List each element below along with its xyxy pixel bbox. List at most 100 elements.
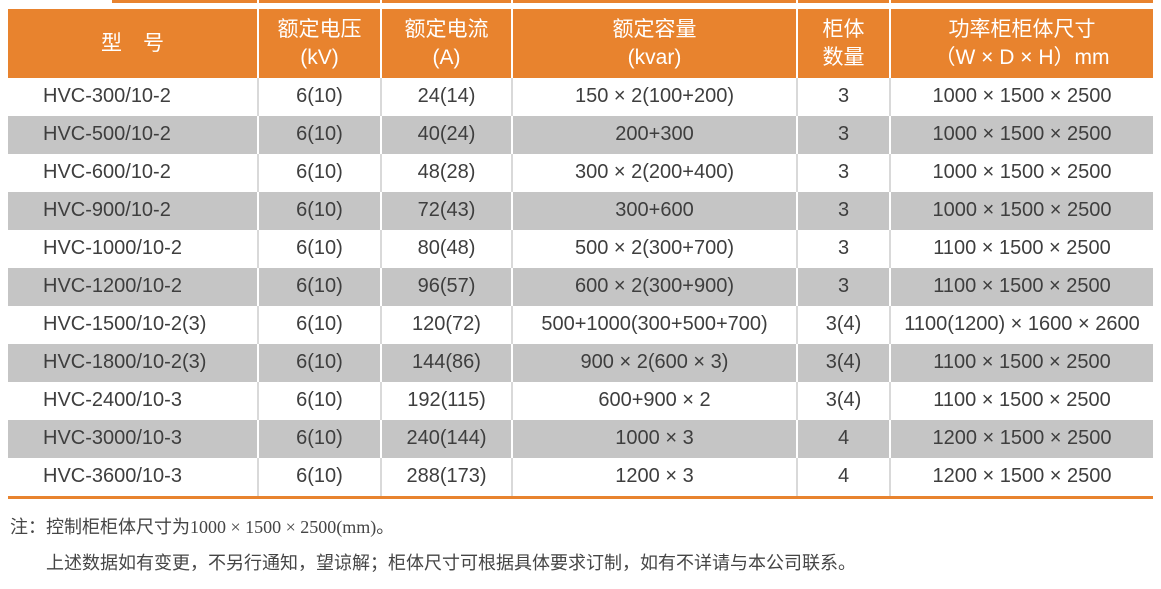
note-line-1: 注：控制柜柜体尺寸为1000 × 1500 × 2500(mm)。 [10, 516, 1161, 539]
cell-rated-current: 24(14) [382, 78, 513, 116]
cell-model: HVC-900/10-2 [8, 192, 259, 230]
table-row: HVC-1800/10-2(3) 6(10) 144(86) 900 × 2(6… [8, 344, 1153, 382]
cell-cabinet-count: 3(4) [798, 344, 891, 382]
cell-model: HVC-3600/10-3 [8, 458, 259, 496]
cell-cabinet-count: 3 [798, 78, 891, 116]
cell-rated-current: 72(43) [382, 192, 513, 230]
strip-segment [798, 0, 891, 3]
cell-rated-voltage: 6(10) [259, 268, 382, 306]
cell-cabinet-dimensions: 1100 × 1500 × 2500 [891, 230, 1153, 268]
cell-rated-voltage: 6(10) [259, 420, 382, 458]
cell-rated-capacity: 500 × 2(300+700) [513, 230, 798, 268]
header-title: 功率柜柜体尺寸 [948, 18, 1096, 42]
cell-rated-current: 80(48) [382, 230, 513, 268]
note-prefix: 注： [10, 517, 46, 537]
table-bottom-border [8, 496, 1153, 499]
cell-rated-capacity: 1200 × 3 [513, 458, 798, 496]
header-rated-current: 额定电流 (A) [382, 9, 513, 78]
header-subtitle: (A) [432, 45, 461, 69]
cell-model: HVC-3000/10-3 [8, 420, 259, 458]
header-title: 额定容量 [612, 18, 697, 42]
cell-rated-voltage: 6(10) [259, 344, 382, 382]
note-text: 控制柜柜体尺寸为1000 × 1500 × 2500(mm)。 [46, 517, 395, 537]
table-row: HVC-3600/10-3 6(10) 288(173) 1200 × 3 4 … [8, 458, 1153, 496]
table-row: HVC-500/10-2 6(10) 40(24) 200+300 3 1000… [8, 116, 1153, 154]
cell-cabinet-count: 3 [798, 192, 891, 230]
cell-rated-capacity: 150 × 2(100+200) [513, 78, 798, 116]
header-subtitle: （W × D × H）mm [934, 45, 1110, 69]
cell-rated-current: 40(24) [382, 116, 513, 154]
cell-cabinet-dimensions: 1000 × 1500 × 2500 [891, 192, 1153, 230]
cell-model: HVC-1800/10-2(3) [8, 344, 259, 382]
cell-rated-current: 240(144) [382, 420, 513, 458]
header-title: 额定电流 [404, 18, 489, 42]
cell-rated-current: 120(72) [382, 306, 513, 344]
cell-cabinet-count: 3 [798, 230, 891, 268]
cell-model: HVC-500/10-2 [8, 116, 259, 154]
header-subtitle: (kvar) [627, 45, 682, 69]
cell-cabinet-count: 4 [798, 458, 891, 496]
top-accent-strip [8, 0, 1153, 3]
table-row: HVC-2400/10-3 6(10) 192(115) 600+900 × 2… [8, 382, 1153, 420]
cell-rated-capacity: 600+900 × 2 [513, 382, 798, 420]
strip-segment [382, 0, 513, 3]
cell-model: HVC-1000/10-2 [8, 230, 259, 268]
cell-cabinet-count: 3(4) [798, 382, 891, 420]
header-subtitle: (kV) [300, 45, 339, 69]
strip-segment [8, 0, 259, 3]
cell-cabinet-dimensions: 1000 × 1500 × 2500 [891, 154, 1153, 192]
notes-section: 注：控制柜柜体尺寸为1000 × 1500 × 2500(mm)。 上述数据如有… [10, 516, 1161, 574]
cell-cabinet-dimensions: 1200 × 1500 × 2500 [891, 420, 1153, 458]
cell-cabinet-count: 3 [798, 116, 891, 154]
strip-segment [891, 0, 1153, 3]
note-line-2: 上述数据如有变更，不另行通知，望谅解；柜体尺寸可根据具体要求订制，如有不详请与本… [46, 552, 856, 573]
cell-rated-capacity: 600 × 2(300+900) [513, 268, 798, 306]
table-row: HVC-600/10-2 6(10) 48(28) 300 × 2(200+40… [8, 154, 1153, 192]
header-rated-capacity: 额定容量 (kvar) [513, 9, 798, 78]
cell-rated-current: 48(28) [382, 154, 513, 192]
cell-rated-voltage: 6(10) [259, 116, 382, 154]
header-title: 柜体 [822, 18, 865, 42]
table-row: HVC-1500/10-2(3) 6(10) 120(72) 500+1000(… [8, 306, 1153, 344]
cell-rated-capacity: 900 × 2(600 × 3) [513, 344, 798, 382]
strip-segment [513, 0, 798, 3]
cell-rated-voltage: 6(10) [259, 192, 382, 230]
cell-cabinet-count: 3 [798, 154, 891, 192]
cell-rated-current: 96(57) [382, 268, 513, 306]
cell-cabinet-count: 3 [798, 268, 891, 306]
cell-rated-capacity: 300 × 2(200+400) [513, 154, 798, 192]
cell-model: HVC-1200/10-2 [8, 268, 259, 306]
cell-rated-current: 288(173) [382, 458, 513, 496]
header-title: 额定电压 [277, 18, 362, 42]
cell-cabinet-dimensions: 1200 × 1500 × 2500 [891, 458, 1153, 496]
table-header-row: 型 号 额定电压 (kV) 额定电流 (A) 额定容量 (kvar) 柜体 数量… [8, 9, 1153, 78]
cell-rated-voltage: 6(10) [259, 382, 382, 420]
table-row: HVC-300/10-2 6(10) 24(14) 150 × 2(100+20… [8, 78, 1153, 116]
cell-cabinet-dimensions: 1100 × 1500 × 2500 [891, 344, 1153, 382]
cell-model: HVC-600/10-2 [8, 154, 259, 192]
cell-rated-voltage: 6(10) [259, 306, 382, 344]
cell-model: HVC-1500/10-2(3) [8, 306, 259, 344]
cell-cabinet-count: 3(4) [798, 306, 891, 344]
cell-rated-current: 192(115) [382, 382, 513, 420]
cell-cabinet-dimensions: 1000 × 1500 × 2500 [891, 116, 1153, 154]
cell-cabinet-dimensions: 1100(1200) × 1600 × 2600 [891, 306, 1153, 344]
cell-rated-voltage: 6(10) [259, 154, 382, 192]
table-row: HVC-900/10-2 6(10) 72(43) 300+600 3 1000… [8, 192, 1153, 230]
cell-cabinet-dimensions: 1100 × 1500 × 2500 [891, 268, 1153, 306]
cell-cabinet-dimensions: 1100 × 1500 × 2500 [891, 382, 1153, 420]
header-title: 型 号 [101, 31, 164, 55]
cell-cabinet-dimensions: 1000 × 1500 × 2500 [891, 78, 1153, 116]
header-model: 型 号 [8, 9, 259, 78]
cell-rated-capacity: 300+600 [513, 192, 798, 230]
cell-rated-capacity: 200+300 [513, 116, 798, 154]
cell-rated-capacity: 500+1000(300+500+700) [513, 306, 798, 344]
cell-rated-capacity: 1000 × 3 [513, 420, 798, 458]
header-rated-voltage: 额定电压 (kV) [259, 9, 382, 78]
cell-rated-voltage: 6(10) [259, 458, 382, 496]
cell-model: HVC-2400/10-3 [8, 382, 259, 420]
cell-rated-voltage: 6(10) [259, 230, 382, 268]
cell-rated-current: 144(86) [382, 344, 513, 382]
table-body: HVC-300/10-2 6(10) 24(14) 150 × 2(100+20… [0, 78, 1161, 496]
